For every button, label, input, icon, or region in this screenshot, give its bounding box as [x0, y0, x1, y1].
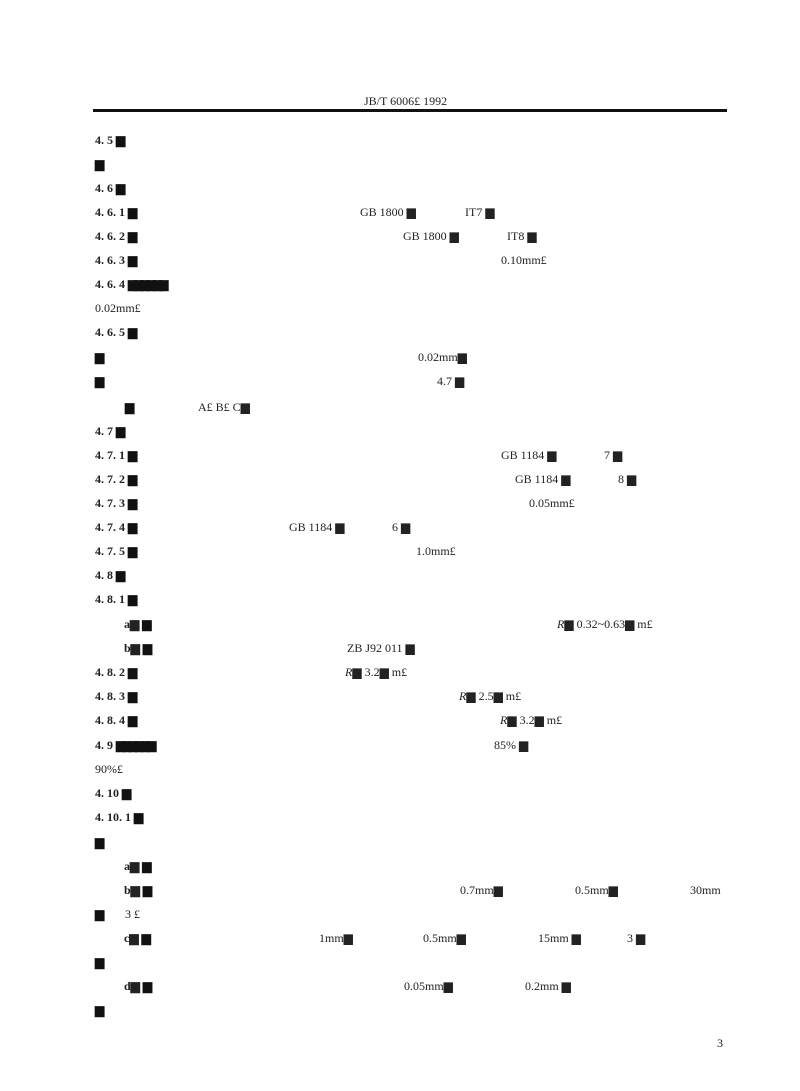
text: IT7 ▆ [465, 205, 495, 219]
garbled-text: ▆ [95, 835, 104, 849]
text: GB 1184 ▆ [515, 472, 571, 486]
text: 0.2mm ▆ [525, 979, 571, 993]
text: 0.10mm£ [501, 253, 547, 267]
item-a: a▆ ▆ [124, 859, 152, 873]
section-4-7-5: 4. 7. 5 ▆ [95, 544, 137, 558]
header-rule [93, 109, 727, 112]
garbled-text: ▆ [95, 157, 104, 171]
section-4-7: 4. 7 ▆ [95, 424, 125, 438]
item-b: b▆ ▆ [124, 883, 152, 897]
text: 0.7mm▆ [460, 883, 503, 897]
section-4-10: 4. 10 ▆ [95, 786, 131, 800]
section-4-7-4: 4. 7. 4 ▆ [95, 520, 137, 534]
text: 1.0mm£ [416, 544, 456, 558]
garbled-text: ▆ [95, 1003, 104, 1017]
text: 0.5mm▆ [575, 883, 618, 897]
text: ZB J92 011 ▆ [347, 641, 415, 655]
section-4-6: 4. 6 ▆ [95, 181, 125, 195]
section-4-9: 4. 9 ▆▆▆▆▆▆ [95, 738, 156, 752]
text: A£ B£ C▆ [198, 400, 250, 414]
text: 3 £ [125, 907, 140, 921]
text: 15mm ▆ [538, 931, 581, 945]
text: R▆ 0.32~0.63▆ m£ [557, 617, 653, 631]
text: 1mm▆ [319, 931, 353, 945]
garbled-text: ▆ [95, 350, 104, 364]
text: 6 ▆ [392, 520, 411, 534]
text: GB 1184 ▆ [501, 448, 557, 462]
section-4-6-5: 4. 6. 5 ▆ [95, 325, 137, 339]
text: 85% ▆ [494, 738, 529, 752]
section-4-7-2: 4. 7. 2 ▆ [95, 472, 137, 486]
text: 0.5mm▆ [423, 931, 466, 945]
item-d: d▆ ▆ [124, 979, 152, 993]
page-number: 3 [717, 1036, 723, 1050]
section-4-8-1: 4. 8. 1 ▆ [95, 592, 137, 606]
section-4-8: 4. 8 ▆ [95, 568, 125, 582]
section-4-8-2: 4. 8. 2 ▆ [95, 665, 137, 679]
text: GB 1800 ▆ [360, 205, 416, 219]
garbled-text: ▆ [95, 955, 104, 969]
section-4-6-1: 4. 6. 1 ▆ [95, 205, 137, 219]
text: 4.7 ▆ [437, 374, 465, 388]
text: 0.05mm▆ [404, 979, 453, 993]
section-4-6-4: 4. 6. 4 ▆▆▆▆▆▆ [95, 277, 168, 291]
text: GB 1800 ▆ [403, 229, 459, 243]
section-4-8-3: 4. 8. 3 ▆ [95, 689, 137, 703]
item-c: c▆ ▆ [124, 931, 151, 945]
section-4-8-4: 4. 8. 4 ▆ [95, 713, 137, 727]
section-4-7-1: 4. 7. 1 ▆ [95, 448, 137, 462]
item-a: a▆ ▆ [124, 617, 152, 631]
text: R▆ 2.5▆ m£ [459, 689, 522, 703]
section-4-6-2: 4. 6. 2 ▆ [95, 229, 137, 243]
text: 7 ▆ [604, 448, 623, 462]
garbled-text: ▆ [95, 374, 104, 388]
text: GB 1184 ▆ [289, 520, 345, 534]
text: 90%£ [95, 762, 123, 776]
text: 0.02mm£ [95, 301, 141, 315]
item-b: b▆ ▆ [124, 641, 152, 655]
page-header: JB/T 6006£ 1992 [364, 94, 448, 108]
text: 0.05mm£ [529, 496, 575, 510]
section-4-6-3: 4. 6. 3 ▆ [95, 253, 137, 267]
text: IT8 ▆ [507, 229, 537, 243]
text: 0.02mm▆ [418, 350, 467, 364]
text: 30mm [690, 883, 721, 897]
text: R▆ 3.2▆ m£ [345, 665, 408, 679]
text: 3 ▆ [627, 931, 646, 945]
section-4-7-3: 4. 7. 3 ▆ [95, 496, 137, 510]
garbled-text: ▆ [95, 907, 104, 921]
section-4-10-1: 4. 10. 1 ▆ [95, 810, 143, 824]
garbled-text: ▆ [125, 400, 134, 414]
text: R▆ 3.2▆ m£ [500, 713, 563, 727]
section-4-5: 4. 5 ▆ [95, 133, 125, 147]
text: 8 ▆ [618, 472, 637, 486]
